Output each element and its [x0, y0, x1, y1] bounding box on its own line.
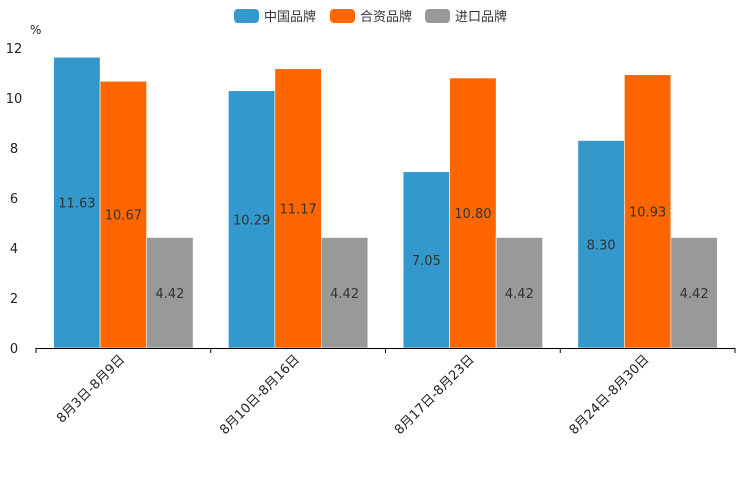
bar-value-label: 11.63	[58, 197, 95, 212]
y-axis-unit-label: %	[30, 23, 41, 37]
bar-value-label: 10.67	[105, 209, 142, 224]
bar-value-label: 4.42	[680, 287, 709, 302]
y-tick-label: 2	[10, 292, 18, 307]
legend-swatch	[425, 9, 450, 23]
legend-label: 中国品牌	[264, 9, 316, 25]
bar-value-label: 11.17	[280, 202, 317, 217]
bar	[321, 237, 369, 349]
y-tick-label: 10	[6, 92, 23, 107]
bar-value-label: 8.30	[587, 238, 616, 253]
bar-value-label: 10.93	[629, 205, 666, 220]
bar-value-label: 10.80	[454, 207, 491, 222]
bar-value-label: 4.42	[155, 287, 184, 302]
bar	[274, 68, 322, 349]
x-category-label: 8月3日-8月9日	[54, 352, 128, 426]
y-tick-label: 6	[10, 192, 18, 207]
bar	[577, 140, 625, 349]
bar	[670, 237, 718, 349]
x-category-label: 8月10日-8月16日	[217, 352, 303, 438]
x-category-label: 8月17日-8月23日	[392, 352, 478, 438]
y-tick-label: 8	[10, 142, 18, 157]
legend-label: 合资品牌	[360, 9, 412, 25]
bar	[146, 237, 194, 349]
bar	[449, 77, 497, 349]
y-axis: 0 2 4 6 8 10 12	[6, 42, 23, 357]
legend-swatch	[234, 9, 259, 23]
bar-value-label: 7.05	[412, 254, 441, 269]
x-category-label: 8月24日-8月30日	[567, 352, 653, 438]
x-axis: 8月3日-8月9日 8月10日-8月16日 8月17日-8月23日 8月24日-8月3…	[35, 348, 736, 438]
bars: 11.63 10.67 4.42 10.29 11.17 4.42 7.05 10.80 4.4…	[53, 56, 718, 349]
bar	[624, 74, 672, 349]
legend: 中国品牌 合资品牌 进口品牌	[234, 9, 507, 25]
y-tick-label: 12	[6, 42, 23, 57]
legend-label: 进口品牌	[455, 9, 507, 25]
y-tick-label: 4	[10, 242, 18, 257]
bar	[53, 56, 101, 349]
bar-value-label: 4.42	[505, 287, 534, 302]
y-tick-label: 0	[10, 342, 18, 357]
bar	[99, 80, 147, 349]
bar	[228, 90, 276, 349]
bar-value-label: 4.42	[330, 287, 359, 302]
bar-value-label: 10.29	[233, 213, 270, 228]
legend-swatch	[330, 9, 355, 23]
